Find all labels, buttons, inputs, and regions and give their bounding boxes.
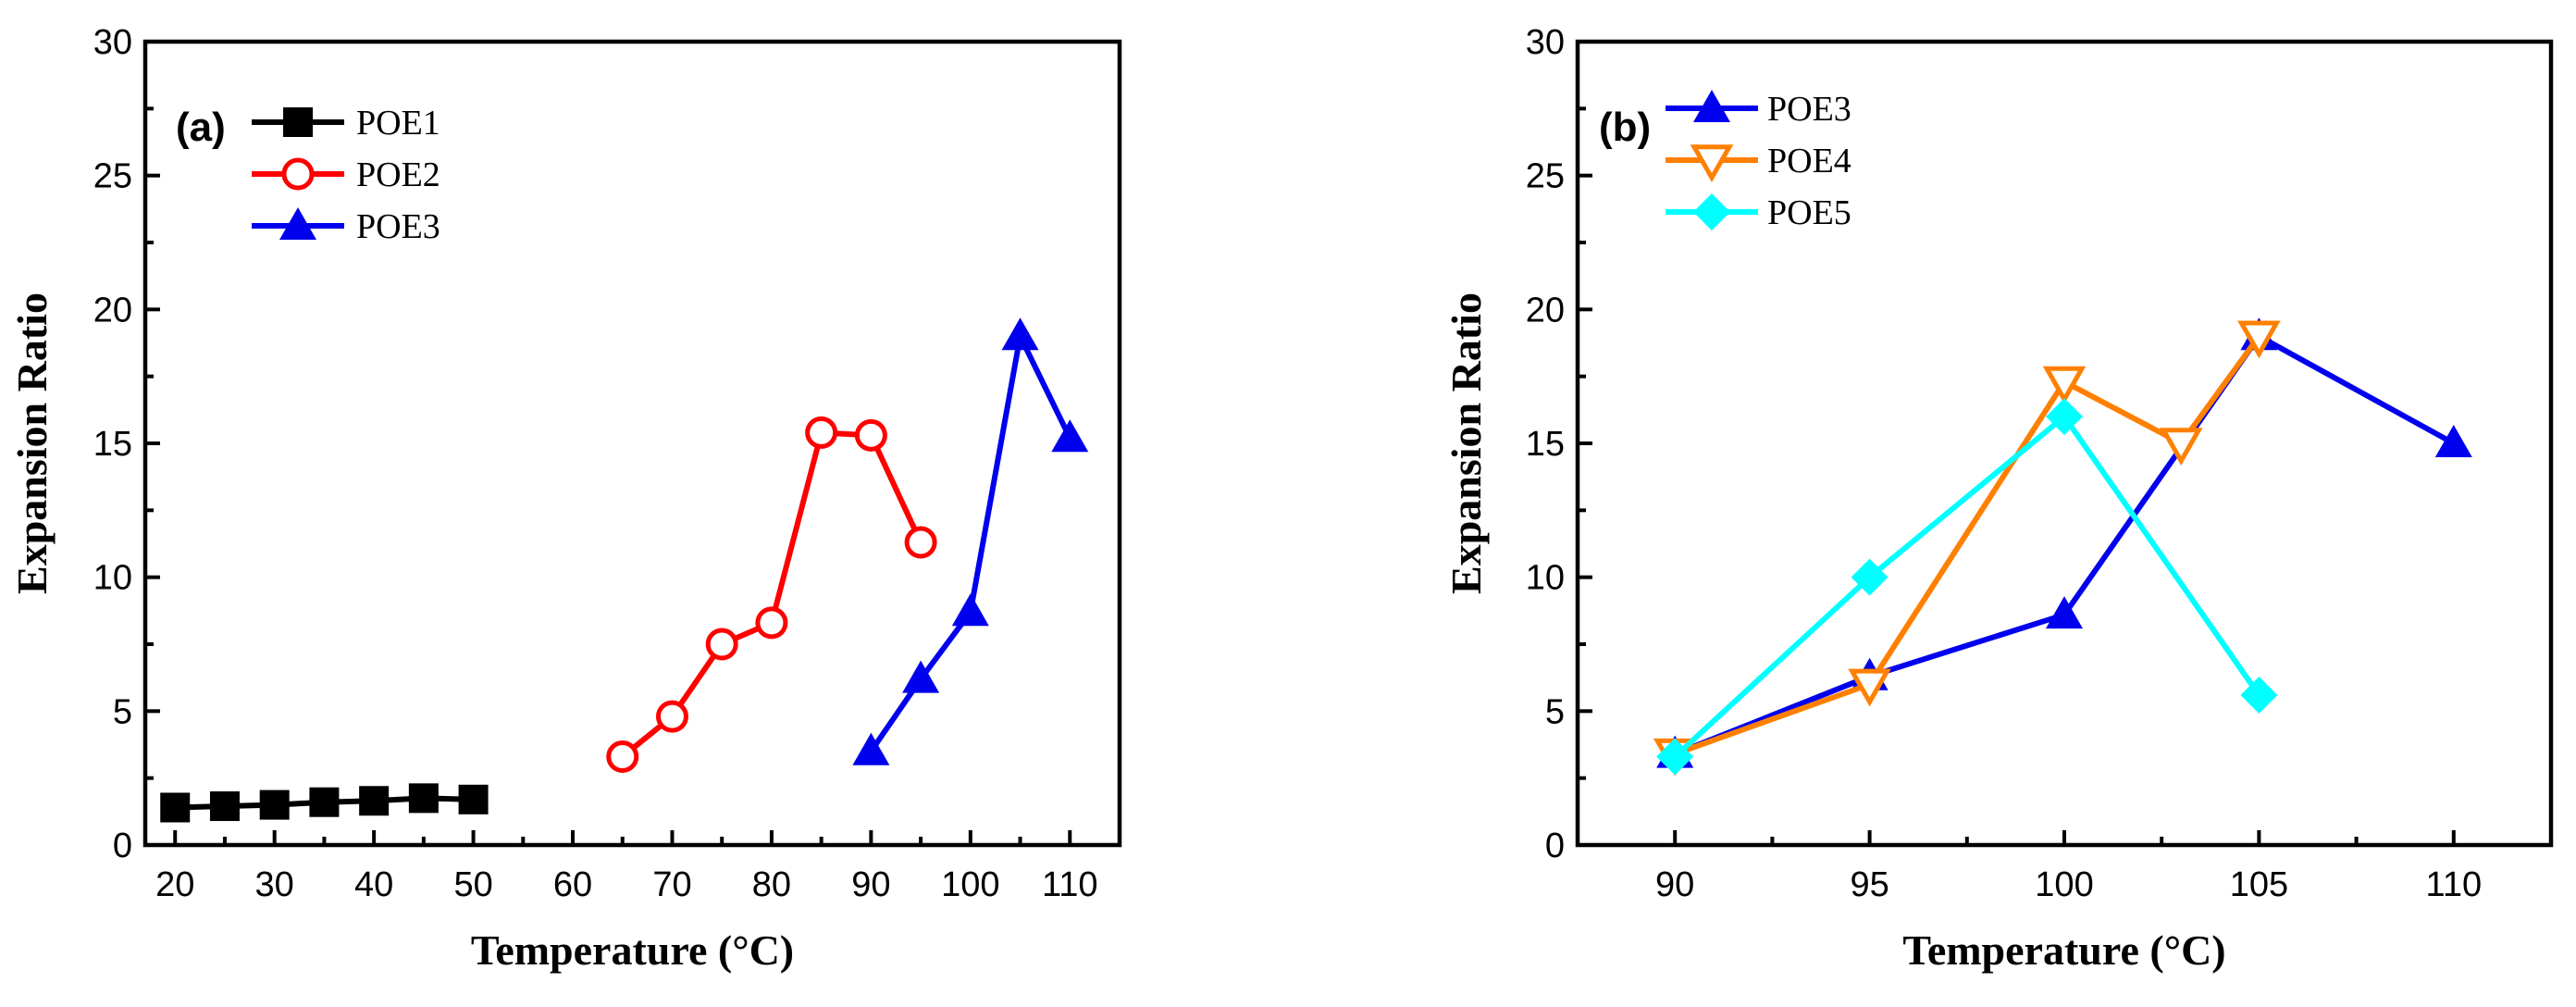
data-point: [160, 792, 191, 823]
y-tick-label: 25: [93, 157, 132, 196]
data-point: [1001, 317, 1039, 351]
x-tick-label: 100: [941, 865, 999, 904]
data-point: [458, 784, 489, 814]
data-point: [1848, 668, 1891, 707]
series-poe1: [160, 783, 489, 823]
data-point: [2434, 425, 2472, 457]
y-axis-title: Expansion Ratio: [1443, 292, 1490, 594]
y-tick-label: 10: [93, 559, 132, 598]
series-line: [1674, 334, 2261, 757]
x-axis-title: Temperature (°C): [1902, 926, 2225, 974]
data-point: [705, 628, 738, 661]
x-axis-title: Temperature (°C): [471, 926, 794, 974]
x-tick-label: 40: [354, 865, 393, 904]
panel-a: 0 5 10 15 20 25 30 20 30 40 50 60 70 80 90 100 110 Temper…: [8, 23, 1122, 974]
data-point: [755, 606, 788, 640]
series-poe3: [852, 317, 1089, 765]
data-point: [951, 593, 989, 627]
y-tick-label: 0: [113, 827, 132, 865]
y-tick-label: 30: [1526, 23, 1565, 62]
x-tick-label: 90: [851, 865, 890, 904]
y-tick-label: 5: [1545, 692, 1565, 731]
legend-marker: [279, 207, 316, 240]
x-tick-label: 60: [553, 865, 592, 904]
legend-item: POE3: [1666, 90, 1852, 129]
y-tick-label: 15: [93, 425, 132, 464]
series-line: [1673, 414, 2261, 759]
x-tick-label: 100: [2035, 865, 2093, 904]
data-point: [655, 700, 688, 733]
data-point: [1051, 419, 1089, 453]
series-poe5: [1656, 398, 2278, 776]
x-tick-label: 110: [2426, 865, 2483, 904]
data-point: [309, 787, 340, 817]
data-point: [2159, 428, 2203, 466]
data-point: [904, 526, 937, 559]
legend-marker: [1690, 144, 1734, 183]
y-tick-label: 15: [1526, 425, 1565, 464]
x-tick-label: 20: [155, 865, 194, 904]
data-point: [854, 418, 887, 452]
legend-item: POE4: [1666, 142, 1852, 183]
x-tick-label: 110: [1042, 865, 1098, 904]
data-point: [259, 789, 290, 820]
data-point: [1851, 558, 1889, 596]
y-tick-label: 30: [93, 23, 132, 62]
y-axis-title: Expansion Ratio: [8, 292, 56, 594]
data-point: [209, 791, 240, 822]
panel-label: (a): [176, 105, 226, 150]
x-tick-label: 80: [752, 865, 791, 904]
legend-marker: [281, 157, 315, 191]
legend-item: POE1: [252, 104, 440, 143]
data-point: [359, 786, 390, 816]
panel-b: 0 5 10 15 20 25 30 90 95 100 105 110 Temperature (°C…: [1443, 23, 2554, 974]
legend-marker: [1693, 193, 1730, 230]
y-tick-label: 25: [1526, 157, 1565, 196]
x-tick-label: 50: [453, 865, 492, 904]
data-point: [2046, 596, 2083, 629]
legend-item: POE3: [252, 207, 440, 246]
legend-label: POE1: [356, 104, 440, 143]
series-line: [868, 333, 1072, 753]
legend-marker: [283, 107, 313, 137]
data-point: [606, 740, 639, 774]
x-tick-label: 90: [1655, 865, 1694, 904]
data-point: [2240, 676, 2278, 714]
data-point: [902, 660, 940, 693]
series-poe4: [1653, 320, 2281, 777]
data-point: [2046, 398, 2083, 436]
y-tick-label: 20: [93, 291, 132, 329]
data-point: [1656, 738, 1694, 776]
y-tick-label: 5: [113, 692, 132, 731]
legend-label: POE4: [1767, 142, 1852, 180]
legend: POE1 POE2 POE3: [252, 104, 440, 246]
y-tick-label: 20: [1526, 291, 1565, 329]
legend-marker: [1693, 90, 1730, 122]
legend-item: POE2: [252, 155, 440, 194]
data-point: [408, 783, 439, 814]
legend-label: POE3: [356, 207, 440, 246]
y-tick-label: 10: [1526, 559, 1565, 598]
legend-item: POE5: [1666, 193, 1852, 232]
data-point: [805, 416, 838, 449]
x-tick-label: 95: [1850, 865, 1889, 904]
legend-label: POE5: [1767, 193, 1852, 232]
legend-label: POE2: [356, 155, 440, 194]
x-tick-label: 30: [255, 865, 294, 904]
x-tick-label: 105: [2230, 865, 2288, 904]
data-point: [2042, 366, 2087, 404]
legend-label: POE3: [1767, 90, 1852, 129]
y-tick-label: 0: [1545, 827, 1565, 865]
legend: POE3 POE4 POE5: [1666, 90, 1852, 232]
data-point: [852, 732, 890, 765]
x-tick-label: 70: [652, 865, 691, 904]
series-poe2: [606, 416, 937, 774]
data-point: [2237, 320, 2281, 359]
panel-label: (b): [1599, 105, 1651, 150]
